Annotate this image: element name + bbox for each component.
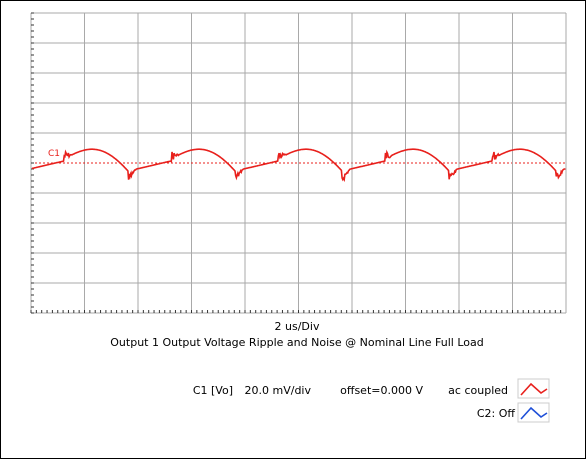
c1-coupling: ac coupled [448, 384, 508, 397]
caption: Output 1 Output Voltage Ripple and Noise… [110, 336, 483, 349]
c1-scale: 20.0 mV/div [245, 384, 312, 397]
c2-status: C2: Off [477, 407, 516, 420]
c1-offset: offset=0.000 V [340, 384, 423, 397]
c1-name: C1 [Vo] [193, 384, 233, 397]
c1-trace [31, 148, 566, 183]
c1-icon [517, 378, 550, 399]
channel-marker: C1 [48, 149, 60, 159]
c2-icon [517, 402, 550, 423]
timebase-label: 2 us/Div [275, 320, 320, 333]
